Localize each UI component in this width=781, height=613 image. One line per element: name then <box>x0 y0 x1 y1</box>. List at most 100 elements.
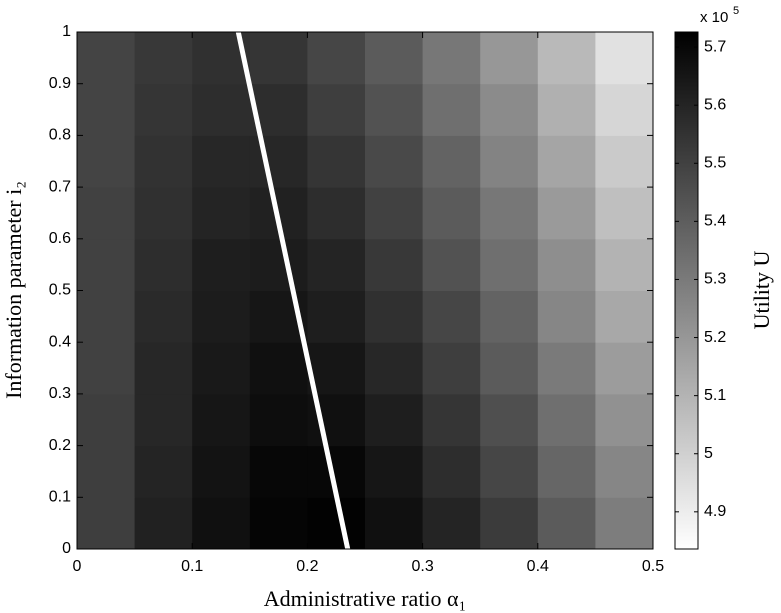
contour-cell <box>595 135 654 188</box>
contour-cell <box>480 393 539 447</box>
contour-cell <box>365 393 424 447</box>
contour-cell <box>595 497 654 550</box>
y-axis-label: Information parameter i₂ <box>1 181 26 399</box>
contour-cell <box>77 393 136 447</box>
contour-cell <box>480 32 539 85</box>
contour-cell <box>365 187 424 240</box>
contour-cell <box>307 32 366 85</box>
x-tick-label: 0.5 <box>642 558 664 575</box>
contour-cell <box>249 497 308 550</box>
contour-cell <box>365 238 424 291</box>
y-tick-label: 0.1 <box>49 489 71 506</box>
contour-cell <box>249 238 308 291</box>
colorbar-tick-label: 5.3 <box>704 271 726 288</box>
contour-cell <box>365 32 424 85</box>
contour-cell <box>422 187 481 240</box>
contour-cell <box>365 497 424 550</box>
contour-cell <box>595 187 654 240</box>
contour-cell <box>365 83 424 136</box>
x-tick-label: 0.4 <box>527 558 549 575</box>
contour-cell <box>192 393 251 447</box>
contour-cell <box>537 393 596 447</box>
contour-cell <box>537 83 596 136</box>
contour-cell <box>595 238 654 291</box>
contour-cell <box>77 290 136 343</box>
contour-cell <box>422 135 481 188</box>
contour-cell <box>480 445 539 498</box>
contour-cell <box>77 497 136 550</box>
contour-cell <box>595 83 654 136</box>
contour-cell <box>537 135 596 188</box>
colorbar-tick-label: 5.4 <box>704 213 726 230</box>
y-tick-label: 0.6 <box>49 230 71 247</box>
contour-cell <box>134 83 193 136</box>
contour-cell <box>595 393 654 447</box>
contour-cell <box>595 445 654 498</box>
contour-cell <box>422 238 481 291</box>
contour-cell <box>595 32 654 85</box>
contour-cell <box>307 290 366 343</box>
contour-cell <box>134 187 193 240</box>
contour-cell <box>537 290 596 343</box>
x-tick-label: 0.1 <box>181 558 203 575</box>
contour-cell <box>537 497 596 550</box>
contour-cell <box>77 342 136 395</box>
contour-cell <box>422 83 481 136</box>
contour-cell <box>134 445 193 498</box>
contour-cell <box>422 32 481 85</box>
x-tick-label: 0.3 <box>411 558 433 575</box>
contour-cell <box>422 497 481 550</box>
contour-cell <box>134 342 193 395</box>
colorbar-tick-label: 5.5 <box>704 155 726 172</box>
contour-cell <box>480 290 539 343</box>
contour-cell <box>192 238 251 291</box>
colorbar-tick-label: 5.7 <box>704 38 726 55</box>
contour-cell <box>134 135 193 188</box>
contour-cell <box>192 342 251 395</box>
contour-cell <box>249 393 308 447</box>
contour-cell <box>307 238 366 291</box>
contour-cell <box>192 290 251 343</box>
contour-cell <box>537 187 596 240</box>
optimal-line <box>235 31 351 550</box>
contour-cell <box>365 342 424 395</box>
contour-cell <box>595 342 654 395</box>
colorbar-tick-label: 4.9 <box>704 503 726 520</box>
contour-cell <box>480 238 539 291</box>
x-tick-label: 0.2 <box>296 558 318 575</box>
y-tick-label: 0.4 <box>49 333 71 350</box>
contour-cell <box>480 497 539 550</box>
y-tick-label: 0.8 <box>49 127 71 144</box>
contour-cell <box>77 238 136 291</box>
contour-cell <box>77 32 136 85</box>
contour-cell <box>422 445 481 498</box>
x-tick-label: 0 <box>73 558 82 575</box>
colorbar-exponent: 5 <box>733 5 739 17</box>
contour-cell <box>249 342 308 395</box>
y-tick-label: 1 <box>62 23 71 40</box>
contour-cell <box>77 135 136 188</box>
contour-cell <box>192 135 251 188</box>
contour-cell <box>249 135 308 188</box>
contour-cell <box>192 445 251 498</box>
contour-cell <box>307 187 366 240</box>
contour-cell <box>537 445 596 498</box>
contour-cell <box>365 135 424 188</box>
contour-cell <box>422 393 481 447</box>
colorbar-tick-label: 5 <box>704 445 713 462</box>
contour-cell <box>134 393 193 447</box>
contour-cell <box>307 135 366 188</box>
contour-cell <box>480 342 539 395</box>
contour-cell <box>77 445 136 498</box>
contour-cell <box>422 290 481 343</box>
contour-cell <box>480 187 539 240</box>
contour-cell <box>307 342 366 395</box>
x-axis-label: Administrative ratio α₁ <box>264 586 467 611</box>
contour-cell <box>192 83 251 136</box>
contour-cell <box>537 342 596 395</box>
contour-cell <box>307 83 366 136</box>
contour-cell <box>77 187 136 240</box>
y-tick-label: 0.7 <box>49 178 71 195</box>
colorbar-label: Utility U <box>749 250 774 329</box>
